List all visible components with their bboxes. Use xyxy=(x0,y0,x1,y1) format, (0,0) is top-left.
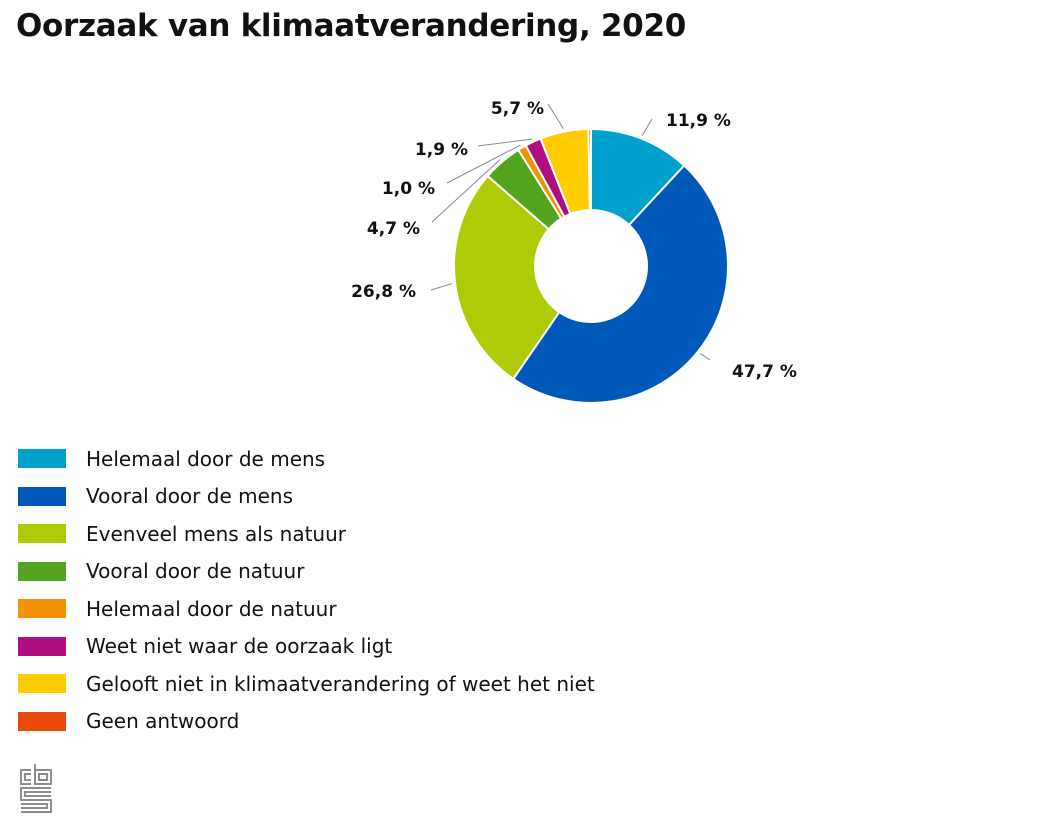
leader-line-gelooft-niet-in-klimaatverandering-of-weet-het-niet xyxy=(547,103,564,129)
legend: Helemaal door de mens Vooral door de mens… xyxy=(18,440,595,740)
data-label-gelooft-niet-in-klimaatverandering-of-weet-het-niet: 5,7 % xyxy=(491,99,544,119)
legend-swatch xyxy=(18,636,66,656)
legend-item-helemaal-door-de-natuur: Helemaal door de natuur xyxy=(18,590,595,628)
leader-line-evenveel-mens-als-natuur xyxy=(430,283,453,291)
legend-item-vooral-door-de-natuur: Vooral door de natuur xyxy=(18,553,595,591)
legend-label: Vooral door de mens xyxy=(86,484,293,509)
slice-vooral-door-de-mens xyxy=(511,164,729,404)
data-labels-layer: 11,9 % 47,7 % 26,8 % 4,7 % 1,0 % 1,9 % 5,7 % xyxy=(351,99,797,382)
legend-item-weet-niet-waar-de-oorzaak-ligt: Weet niet waar de oorzaak ligt xyxy=(18,628,595,666)
legend-item-evenveel-mens-als-natuur: Evenveel mens als natuur xyxy=(18,515,595,553)
legend-swatch xyxy=(18,599,66,619)
slice-evenveel-mens-als-natuur xyxy=(453,174,561,381)
data-label-vooral-door-de-natuur: 4,7 % xyxy=(367,219,420,239)
legend-item-vooral-door-de-mens: Vooral door de mens xyxy=(18,478,595,516)
legend-item-helemaal-door-de-mens: Helemaal door de mens xyxy=(18,440,595,478)
legend-swatch xyxy=(18,449,66,469)
legend-swatch xyxy=(18,561,66,581)
legend-swatch xyxy=(18,486,66,506)
legend-label: Vooral door de natuur xyxy=(86,559,305,584)
chart-title: Oorzaak van klimaatverandering, 2020 xyxy=(16,8,686,44)
leader-line-vooral-door-de-natuur xyxy=(431,159,501,223)
cbs-logo-icon xyxy=(20,764,52,813)
data-label-vooral-door-de-mens: 47,7 % xyxy=(732,362,797,382)
legend-swatch xyxy=(18,674,66,694)
data-label-helemaal-door-de-natuur: 1,0 % xyxy=(382,179,435,199)
legend-label: Helemaal door de natuur xyxy=(86,596,337,621)
legend-label: Weet niet waar de oorzaak ligt xyxy=(86,634,393,659)
data-label-weet-niet-waar-de-oorzaak-ligt: 1,9 % xyxy=(415,140,468,160)
leader-lines-layer xyxy=(430,103,711,361)
leader-line-weet-niet-waar-de-oorzaak-ligt xyxy=(477,138,532,147)
legend-swatch xyxy=(18,524,66,544)
legend-swatch xyxy=(18,711,66,731)
legend-label: Gelooft niet in klimaatverandering of we… xyxy=(86,671,595,696)
legend-item-gelooft-niet-in-klimaatverandering-of-weet-het-niet: Gelooft niet in klimaatverandering of we… xyxy=(18,665,595,703)
leader-line-helemaal-door-de-natuur xyxy=(446,144,521,184)
data-label-helemaal-door-de-mens: 11,9 % xyxy=(666,111,731,131)
leader-line-vooral-door-de-mens xyxy=(699,353,711,361)
legend-label: Evenveel mens als natuur xyxy=(86,521,346,546)
slices-layer xyxy=(453,127,729,404)
leader-line-helemaal-door-de-mens xyxy=(641,118,653,136)
legend-item-geen-antwoord: Geen antwoord xyxy=(18,703,595,741)
data-label-evenveel-mens-als-natuur: 26,8 % xyxy=(351,282,416,302)
legend-label: Helemaal door de mens xyxy=(86,446,326,471)
slice-geen-antwoord xyxy=(587,127,592,212)
legend-label: Geen antwoord xyxy=(86,709,240,734)
